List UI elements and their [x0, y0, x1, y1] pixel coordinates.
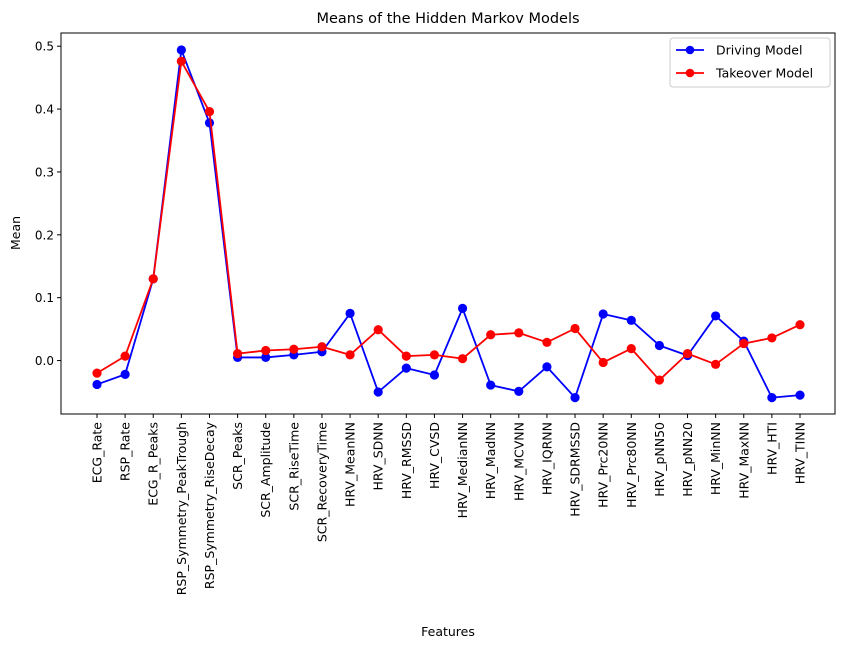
x-tick-label: HRV_IQRNN	[539, 422, 554, 495]
data-point-driving-model	[711, 311, 721, 321]
data-point-takeover-model	[542, 337, 552, 347]
x-tick-label: SCR_RecoveryTime	[314, 422, 329, 542]
x-tick-label: RSP_Symmetry_RiseDecay	[202, 421, 217, 589]
data-point-takeover-model	[739, 338, 749, 349]
x-tick-label: HRV_Prc20NN	[596, 422, 611, 508]
x-tick-label: HRV_MedianNN	[455, 422, 470, 518]
data-point-takeover-model	[429, 350, 440, 360]
x-tick-label: ECG_Rate	[90, 422, 105, 484]
legend-box	[669, 37, 831, 88]
data-point-takeover-model	[682, 349, 693, 359]
x-tick-label: SCR_RiseTime	[286, 422, 301, 511]
data-point-driving-model	[401, 363, 411, 373]
y-tick-label: 0.2	[35, 228, 54, 242]
data-point-takeover-model	[289, 344, 299, 354]
data-point-takeover-model	[711, 359, 721, 369]
data-point-driving-model	[176, 45, 186, 55]
data-point-takeover-model	[457, 354, 468, 364]
y-tick-label: 0.3	[35, 165, 54, 179]
y-tick-label: 0.5	[35, 40, 54, 54]
x-tick-label: HRV_CVSD	[427, 422, 442, 489]
data-point-takeover-model	[654, 375, 665, 385]
chart-title: Means of the Hidden Markov Models	[316, 11, 579, 27]
y-tick-label: 0.0	[35, 354, 54, 368]
data-point-takeover-model	[317, 342, 327, 352]
data-point-takeover-model	[120, 351, 130, 361]
x-tick-label: HRV_RMSSD	[399, 422, 414, 499]
x-tick-label: HRV_SDNN	[371, 422, 386, 490]
x-tick-label: HRV_SDRMSSD	[568, 422, 583, 517]
data-point-takeover-model	[261, 345, 271, 356]
x-tick-label: HRV_pNN20	[680, 422, 695, 497]
x-tick-label: HRV_HTI	[764, 422, 779, 475]
x-axis: ECG_Rate RSP_Rate ECG_R_Peaks RSP_Symmetry_…	[90, 414, 808, 595]
data-point-driving-model	[92, 379, 102, 390]
data-point-takeover-model	[148, 274, 158, 284]
data-point-driving-model	[345, 308, 355, 319]
legend-label-driving: Driving Model	[716, 43, 802, 58]
data-point-driving-model	[457, 303, 468, 313]
x-tick-label: HRV_MadNN	[483, 422, 498, 499]
data-point-takeover-model	[767, 333, 777, 343]
x-tick-label: HRV_pNN50	[652, 422, 667, 497]
x-axis-label: Features	[421, 624, 475, 639]
legend-label-takeover: Takeover Model	[715, 66, 813, 81]
data-point-driving-model	[598, 309, 608, 319]
x-tick-label: SCR_Amplitude	[258, 422, 273, 518]
data-point-takeover-model	[176, 56, 186, 66]
data-point-takeover-model	[598, 357, 608, 368]
data-point-driving-model	[654, 340, 665, 351]
data-point-driving-model	[261, 352, 271, 363]
y-tick-label: 0.1	[35, 291, 54, 305]
data-point-takeover-model	[570, 323, 580, 334]
data-point-takeover-model	[373, 325, 383, 335]
legend: Driving Model Takeover Model	[669, 37, 831, 88]
data-point-driving-model	[626, 315, 636, 325]
data-point-takeover-model	[626, 344, 636, 354]
data-point-takeover-model	[204, 106, 215, 117]
data-point-takeover-model	[345, 350, 355, 360]
y-axis-label: Mean	[8, 216, 23, 250]
x-tick-label: HRV_Prc80NN	[624, 422, 639, 508]
data-point-driving-model	[486, 380, 496, 390]
data-point-takeover-model	[401, 351, 411, 361]
x-tick-label: SCR_Peaks	[230, 422, 245, 490]
x-tick-label: RSP_Rate	[118, 422, 133, 481]
series-layer	[92, 45, 805, 403]
series-line-driving-model	[96, 49, 801, 399]
data-point-takeover-model	[795, 320, 805, 330]
data-point-driving-model	[514, 386, 524, 396]
data-point-driving-model	[120, 369, 130, 379]
data-point-takeover-model	[92, 368, 102, 378]
x-tick-label: RSP_Symmetry_PeakTrough	[174, 422, 189, 595]
data-point-driving-model	[570, 393, 580, 403]
legend-marker-takeover	[685, 68, 695, 78]
x-tick-label: HRV_MaxNN	[736, 422, 751, 499]
data-point-driving-model	[795, 390, 805, 400]
y-tick-label: 0.4	[35, 103, 54, 117]
data-point-driving-model	[204, 118, 215, 128]
series-line-takeover-model	[96, 60, 801, 381]
y-axis: 0.0 0.1 0.2 0.3 0.4 0.5	[35, 40, 61, 368]
x-tick-label: HRV_MCVNN	[511, 422, 526, 501]
data-point-driving-model	[373, 387, 383, 397]
data-point-takeover-model	[233, 349, 243, 359]
x-tick-label: ECG_R_Peaks	[146, 422, 161, 506]
data-point-driving-model	[767, 393, 777, 403]
data-point-takeover-model	[514, 328, 524, 338]
legend-marker-driving	[685, 45, 695, 55]
data-point-driving-model	[429, 370, 440, 380]
data-point-takeover-model	[486, 330, 496, 340]
plot-area	[60, 32, 836, 415]
x-tick-label: HRV_MeanNN	[343, 422, 358, 507]
data-point-driving-model	[542, 362, 552, 372]
x-tick-label: HRV_MinNN	[708, 422, 723, 495]
x-tick-label: HRV_TINN	[793, 422, 808, 484]
